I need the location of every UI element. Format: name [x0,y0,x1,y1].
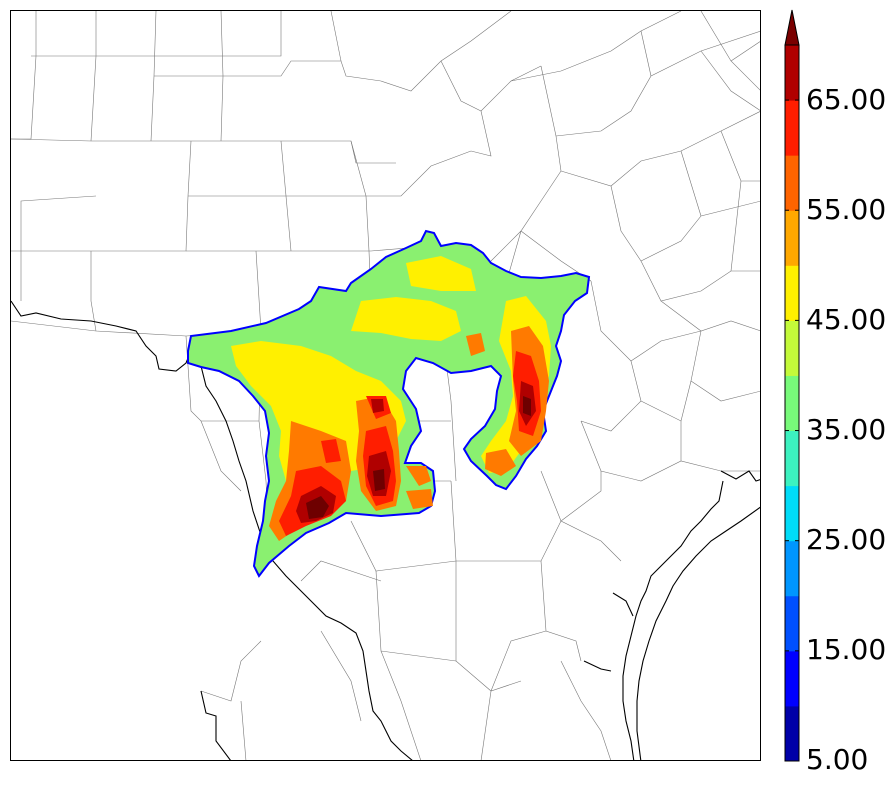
colorbar-segment [785,320,799,376]
contour-over-70 [306,396,531,519]
colorbar-tick-label: 25.00 [806,523,887,556]
colorbar-tick-label: 65.00 [806,83,887,116]
colorbar-tick-label: 55.00 [806,193,887,226]
colorbar-segment [785,705,799,762]
colorbar-segment [785,595,799,652]
border-lines [11,300,760,760]
colorbar-extend-arrow [784,9,800,46]
colorbar-tick-label: 15.00 [806,633,887,666]
colorbar-tick-label: 5.00 [806,743,869,776]
colorbar-segment [785,265,799,321]
colorbar-segment [785,155,799,211]
colorbar-tick-label: 35.00 [806,413,887,446]
colorbar-segment [785,375,799,432]
colorbar-segment [785,650,799,707]
colorbar-segment [785,485,799,542]
colorbar-segments [785,45,799,762]
colorbar-tick-label: 45.00 [806,303,887,336]
county-boundaries [11,11,760,760]
reflectivity-field [187,229,591,578]
map-canvas [11,11,760,760]
colorbar-segment [785,100,799,156]
map-panel [10,10,761,761]
colorbar-segment [785,210,799,266]
colorbar-segment [785,540,799,597]
colorbar-segment [785,45,799,101]
colorbar-ticks [785,99,799,762]
colorbar-segment [785,430,799,487]
colorbar-frame [784,44,800,762]
